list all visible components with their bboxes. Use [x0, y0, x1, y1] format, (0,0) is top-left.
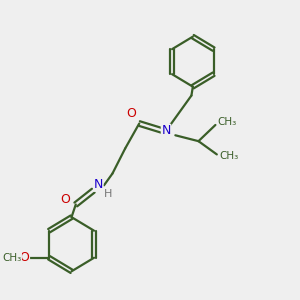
- Text: N: N: [161, 124, 171, 137]
- Text: O: O: [126, 107, 136, 120]
- Text: O: O: [20, 251, 29, 264]
- Text: H: H: [104, 189, 112, 199]
- Text: N: N: [94, 178, 103, 191]
- Text: CH₃: CH₃: [219, 151, 238, 161]
- Text: CH₃: CH₃: [2, 253, 21, 263]
- Text: CH₃: CH₃: [218, 117, 237, 127]
- Text: O: O: [60, 193, 70, 206]
